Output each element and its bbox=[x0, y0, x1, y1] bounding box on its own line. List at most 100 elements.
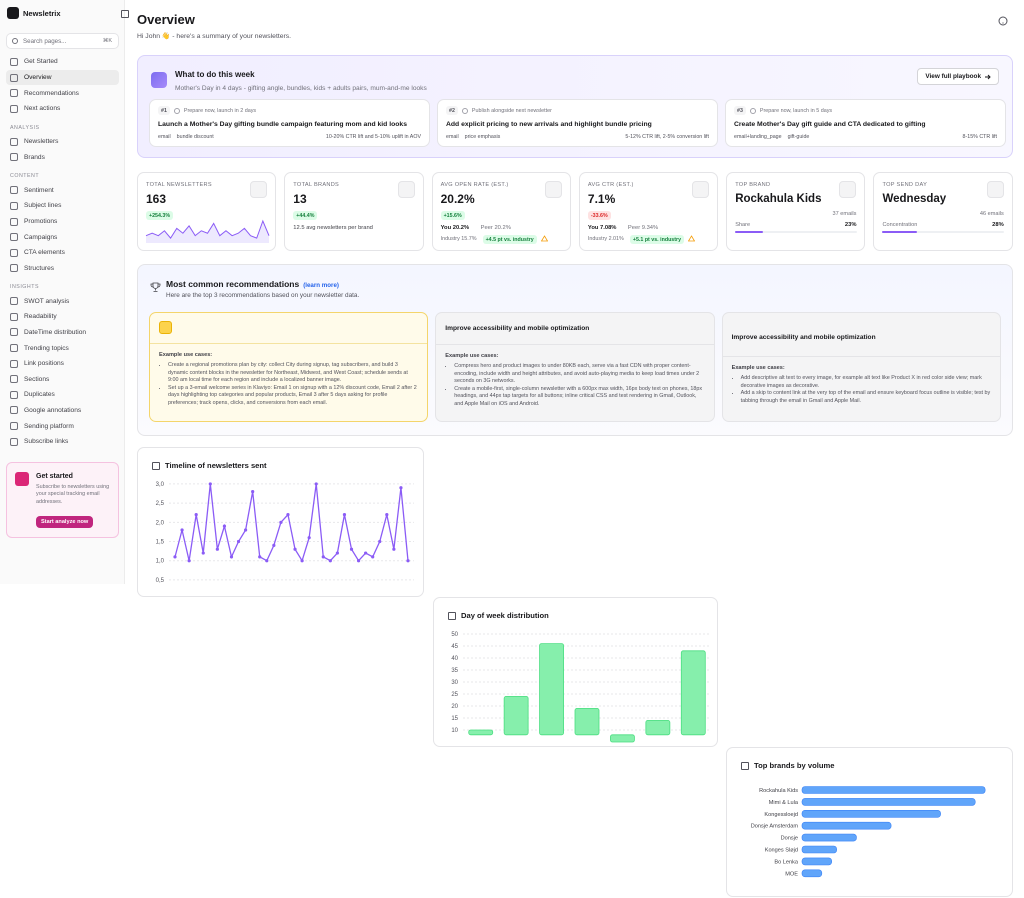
help-icon[interactable] bbox=[997, 15, 1009, 27]
kpi-card: TOP SEND DAY Wednesday 46 emails Concentrat… bbox=[873, 172, 1013, 251]
nav-icon bbox=[10, 186, 18, 195]
kpi-icon bbox=[544, 181, 562, 198]
recommendations-card: Most common recommendations (learn more) H… bbox=[137, 264, 1013, 436]
nav-label: Brands bbox=[24, 153, 45, 161]
y-tick-label: Konges Sløjd bbox=[765, 848, 798, 854]
kpi-icon bbox=[692, 181, 710, 198]
timeline-point bbox=[342, 513, 347, 517]
promo-text: Subscribe to newsletters using your spec… bbox=[36, 484, 110, 505]
nav-item[interactable]: Structures bbox=[6, 261, 119, 277]
action-card[interactable]: #2 Publish alongside next newsletter Add e… bbox=[437, 99, 718, 147]
bar bbox=[539, 643, 564, 736]
use-cases-label: Example use cases: bbox=[445, 353, 499, 359]
nav-item[interactable]: CTA elements bbox=[6, 245, 119, 261]
kpi-vs-industry: +5.1 pt vs. industry bbox=[629, 235, 685, 244]
search-icon bbox=[12, 38, 18, 44]
action-card[interactable]: #3 Prepare now, launch in 5 days Create Mo… bbox=[725, 99, 1006, 147]
nav-item[interactable]: Promotions bbox=[6, 214, 119, 230]
action-card[interactable]: #1 Prepare now, launch in 2 days Launch a … bbox=[149, 99, 430, 147]
nav-item[interactable]: Google annotations bbox=[6, 403, 119, 419]
page: Newsletrix Search pages... ⌘K Get Started Ov… bbox=[0, 0, 1024, 584]
greeting: Hi John 👋 - here's a summary of your new… bbox=[137, 33, 292, 40]
nav-icon bbox=[10, 422, 18, 431]
nav-icon bbox=[10, 390, 18, 399]
search-box[interactable]: Search pages... ⌘K bbox=[6, 33, 119, 49]
recommendation-star bbox=[159, 321, 172, 334]
nav-item[interactable]: Duplicates bbox=[6, 387, 119, 403]
kpi-value: Wednesday bbox=[882, 193, 947, 205]
timeline-point bbox=[265, 559, 269, 563]
y-tick-label: 25 bbox=[451, 692, 458, 698]
nav-section-heading: INSIGHTS bbox=[10, 284, 40, 291]
nav-item[interactable]: Overview bbox=[6, 69, 119, 86]
action-meta: #2 Publish alongside next newsletter bbox=[446, 106, 709, 115]
y-tick-label: 3,0 bbox=[156, 482, 165, 488]
sidebar-toggle[interactable] bbox=[121, 10, 129, 18]
nav-item[interactable]: Subscribe links bbox=[6, 434, 119, 450]
use-case-list: Create a regional promotions plan by cit… bbox=[159, 362, 418, 408]
kpi-card: AVG CTR (EST.) 7.1% -33.6% You 7.08% Peer 9.… bbox=[578, 172, 719, 251]
recommendations-subtitle: Here are the top 3 recommendations based… bbox=[166, 292, 360, 299]
chart-card: Top brands by volume Rockahula Kids Mimi &… bbox=[726, 747, 1013, 897]
use-case: Add a skip to content link at the very t… bbox=[741, 390, 991, 405]
bar bbox=[801, 833, 857, 842]
timeline-point bbox=[286, 513, 290, 517]
playbook-button[interactable]: View full playbook bbox=[917, 68, 999, 85]
chart: Rockahula Kids Mimi & Lula Kongessloejd Don… bbox=[751, 786, 986, 877]
learn-more-link[interactable]: (learn more) bbox=[303, 282, 339, 289]
nav-item[interactable]: Sending platform bbox=[6, 418, 119, 434]
y-tick-label: 30 bbox=[451, 680, 458, 686]
nav-label: Promotions bbox=[24, 218, 58, 226]
recommendations-title: Most common recommendations bbox=[166, 279, 300, 289]
timeline-point bbox=[364, 551, 368, 555]
nav-label: Subject lines bbox=[24, 202, 62, 210]
nav-item[interactable]: Campaigns bbox=[6, 229, 119, 245]
y-tick-label: Mimi & Lula bbox=[769, 800, 799, 806]
nav-label: Recommendations bbox=[24, 89, 79, 97]
divider bbox=[436, 344, 714, 345]
nav-item[interactable]: Brands bbox=[6, 150, 119, 166]
nav-label: Newsletters bbox=[24, 138, 59, 146]
nav-label: Get Started bbox=[24, 58, 58, 66]
timeline-point bbox=[392, 547, 396, 551]
nav-label: SWOT analysis bbox=[24, 297, 70, 305]
nav-item[interactable]: SWOT analysis bbox=[6, 293, 119, 309]
nav-item[interactable]: Trending topics bbox=[6, 340, 119, 356]
kpi-card: TOP BRAND Rockahula Kids 37 emails Share 23% bbox=[726, 172, 866, 251]
promo-title: Get started bbox=[36, 473, 73, 480]
action-footer: email bundle discount 10-20% CTR lift and … bbox=[158, 134, 421, 140]
nav-item[interactable]: Get Started bbox=[6, 54, 119, 70]
nav-item[interactable]: Sections bbox=[6, 371, 119, 387]
nav-icon bbox=[10, 153, 18, 162]
bar bbox=[610, 734, 635, 743]
sparkline-area bbox=[146, 221, 269, 243]
nav-item[interactable]: Sentiment bbox=[6, 183, 119, 199]
nav-item[interactable]: Link positions bbox=[6, 356, 119, 372]
kpi-change: +254.3% bbox=[146, 211, 174, 220]
nav-label: Duplicates bbox=[24, 391, 55, 399]
nav-label: Overview bbox=[24, 74, 52, 82]
bar bbox=[801, 857, 833, 866]
chart: 0,5 1,0 1,5 2,0 2,5 3,0 bbox=[156, 482, 414, 584]
brand-name: Newsletrix bbox=[23, 9, 61, 18]
nav-icon bbox=[10, 57, 18, 66]
nav-icon bbox=[10, 201, 18, 210]
nav-item[interactable]: Next actions bbox=[6, 101, 119, 117]
bar bbox=[801, 786, 986, 794]
nav-item[interactable]: DateTime distribution bbox=[6, 325, 119, 341]
kpi-share-value: 23% bbox=[844, 222, 857, 228]
nav-item[interactable]: Subject lines bbox=[6, 198, 119, 214]
timeline-point bbox=[229, 555, 234, 559]
y-tick-label: 1,5 bbox=[156, 540, 165, 546]
nav-item[interactable]: Recommendations bbox=[6, 85, 119, 101]
nav-item[interactable]: Readability bbox=[6, 309, 119, 325]
warning-icon bbox=[540, 235, 548, 242]
promo-button[interactable]: Start analyze now bbox=[36, 516, 94, 528]
action-timing: Prepare now, launch in 5 days bbox=[759, 107, 833, 114]
action-impact: 8-15% CTR lift bbox=[962, 134, 997, 140]
action-tag: email bbox=[446, 134, 459, 140]
nav-item[interactable]: Newsletters bbox=[6, 134, 119, 150]
nav-icon bbox=[10, 344, 18, 353]
kpi-label: AVG OPEN RATE (EST.) bbox=[440, 182, 509, 188]
timeline-point bbox=[194, 513, 198, 517]
